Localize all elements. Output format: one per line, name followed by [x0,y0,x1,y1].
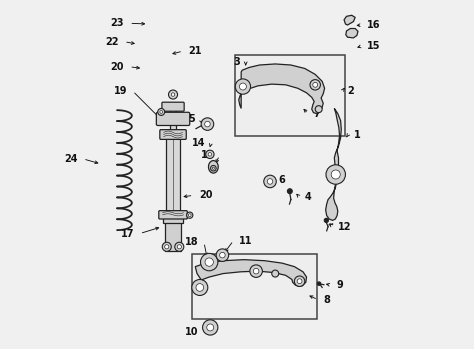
Polygon shape [239,64,325,114]
Circle shape [324,218,328,222]
Text: 1: 1 [354,129,360,140]
Circle shape [267,179,273,184]
Circle shape [297,279,302,284]
Circle shape [315,106,322,113]
Text: 15: 15 [367,41,381,51]
Text: 21: 21 [188,46,202,56]
Text: 11: 11 [239,236,252,246]
Text: 22: 22 [105,37,119,47]
Text: 7: 7 [313,109,320,119]
Text: 13: 13 [201,150,214,161]
Polygon shape [195,260,307,294]
Text: 12: 12 [338,222,351,232]
Circle shape [317,282,321,285]
Text: 5: 5 [189,114,195,124]
Circle shape [201,118,214,131]
Bar [166,136,180,216]
Circle shape [253,268,259,274]
Text: 3: 3 [234,57,240,67]
Bar [192,254,317,319]
FancyBboxPatch shape [159,211,187,219]
Circle shape [235,79,251,94]
Circle shape [313,82,318,87]
FancyBboxPatch shape [162,102,184,111]
Circle shape [294,276,305,287]
Text: 23: 23 [110,18,124,28]
Text: 20: 20 [110,62,124,72]
Bar [170,107,176,136]
Text: 10: 10 [185,327,199,337]
Circle shape [162,242,171,251]
Circle shape [169,90,178,99]
Circle shape [202,320,218,335]
Text: 14: 14 [192,138,206,148]
Circle shape [264,175,276,188]
Circle shape [171,93,175,96]
Bar [163,217,183,223]
Text: 18: 18 [185,237,199,247]
Text: 17: 17 [121,229,135,239]
Polygon shape [346,29,358,38]
Circle shape [326,165,346,184]
Circle shape [310,80,320,90]
Circle shape [239,83,246,90]
Circle shape [206,150,214,158]
Text: 20: 20 [199,190,212,200]
Circle shape [177,245,182,249]
Circle shape [250,265,263,277]
Circle shape [196,284,204,291]
Circle shape [287,189,292,194]
Circle shape [192,280,208,296]
Text: 9: 9 [336,280,343,290]
Circle shape [187,212,193,218]
Circle shape [272,270,279,277]
Circle shape [188,214,191,217]
Text: 6: 6 [279,175,285,185]
Text: 19: 19 [114,86,128,96]
Text: 24: 24 [64,154,78,164]
Bar [164,220,182,251]
Bar [235,54,345,136]
Circle shape [201,253,218,271]
Circle shape [331,170,340,179]
Circle shape [205,121,210,127]
Circle shape [207,324,214,331]
Circle shape [205,258,213,266]
Polygon shape [344,15,355,25]
Circle shape [158,109,164,116]
Text: 2: 2 [347,86,354,96]
Circle shape [175,242,184,251]
Text: 8: 8 [323,295,330,305]
Text: 16: 16 [367,20,381,30]
Circle shape [208,153,211,156]
Circle shape [164,245,169,249]
Circle shape [210,165,216,171]
Circle shape [216,249,228,261]
Circle shape [160,111,163,113]
Polygon shape [209,161,218,173]
FancyBboxPatch shape [156,112,190,126]
Polygon shape [326,109,341,220]
Text: 4: 4 [305,192,311,202]
Circle shape [212,167,214,169]
Circle shape [219,252,225,258]
FancyBboxPatch shape [160,130,186,139]
